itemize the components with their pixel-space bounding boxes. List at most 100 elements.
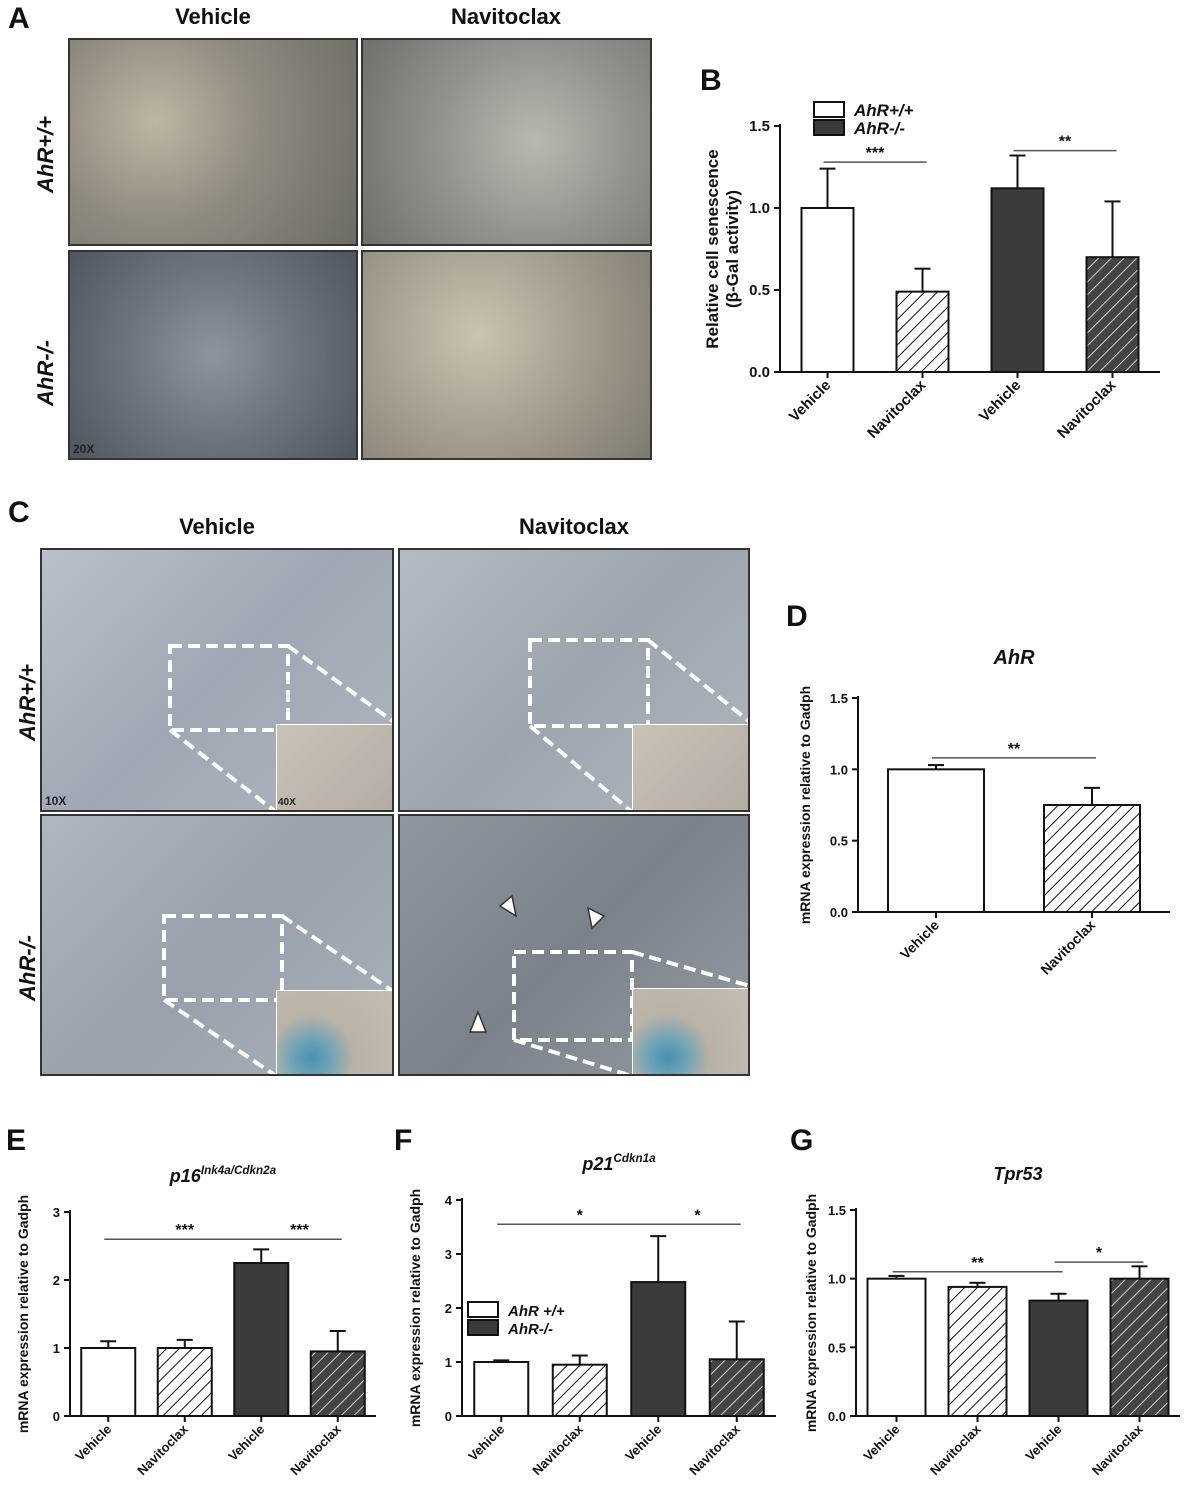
y-tick-label: 0.0 bbox=[749, 364, 770, 381]
y-axis-label: mRNA expression relative to Gadph bbox=[803, 1194, 819, 1432]
x-tick-label: Navitoclax bbox=[864, 376, 930, 442]
y-axis-label: mRNA expression relative to Gadph bbox=[797, 686, 813, 924]
inset-c-ko-navitoclax bbox=[632, 988, 748, 1074]
x-tick-label: Navitoclax bbox=[927, 1421, 984, 1478]
inset-c-ko-vehicle bbox=[276, 990, 392, 1074]
zoom-lines-c-ko-navitoclax bbox=[468, 894, 748, 1074]
bar bbox=[708, 1358, 765, 1418]
y-tick-label: 1.5 bbox=[828, 1203, 846, 1218]
micrograph-a-ko-navitoclax bbox=[361, 250, 652, 460]
y-tick-label: 0.5 bbox=[830, 834, 848, 849]
bar bbox=[156, 1347, 213, 1417]
bar bbox=[1043, 804, 1141, 913]
panel-label-c: C bbox=[8, 496, 30, 529]
panel-a-row-label-ahr-wt: AhR+/+ bbox=[33, 115, 58, 193]
x-tick-label: Vehicle bbox=[622, 1422, 664, 1464]
zoom-lines-c-wt-navitoclax bbox=[528, 638, 748, 810]
significance-label: * bbox=[694, 1207, 701, 1224]
y-tick-label: 1.0 bbox=[830, 762, 848, 777]
y-tick-label: 0.0 bbox=[830, 905, 848, 920]
panel-label-e: E bbox=[6, 1124, 27, 1157]
chart-f-svg: p21Cdkn1a mRNA expression relative to Gad… bbox=[407, 1152, 776, 1478]
y-axis-label: mRNA expression relative to Gadph bbox=[407, 1189, 423, 1427]
chart-g: Tpr53 mRNA expression relative to Gadph 0.… bbox=[796, 1150, 1194, 1490]
legend-swatch bbox=[467, 1301, 499, 1318]
y-tick-label: 1 bbox=[53, 1341, 60, 1356]
y-tick-label: 0.5 bbox=[828, 1340, 846, 1355]
bar bbox=[895, 290, 950, 373]
chart-title: Tpr53 bbox=[993, 1164, 1042, 1184]
significance-label: * bbox=[1096, 1245, 1103, 1262]
bar bbox=[630, 1281, 687, 1417]
significance-label: ** bbox=[1059, 134, 1072, 151]
legend-label: AhR-/- bbox=[853, 119, 905, 138]
chart-d-svg: AhR mRNA expression relative to Gadph 0.0 0… bbox=[797, 647, 1170, 978]
legend-label: AhR+/+ bbox=[853, 101, 914, 120]
y-tick-label: 3 bbox=[53, 1205, 60, 1220]
y-tick-label: 3 bbox=[445, 1247, 452, 1262]
chart-title: p16Ink4a/Cdkn2a bbox=[169, 1164, 277, 1186]
legend-label: AhR +/+ bbox=[507, 1303, 565, 1320]
x-tick-label: Vehicle bbox=[786, 377, 835, 426]
x-tick-label: Vehicle bbox=[1022, 1422, 1064, 1464]
micrograph-a-wt-vehicle bbox=[68, 38, 358, 246]
inset-magnification-label-c: 40X bbox=[278, 797, 296, 808]
zoom-lines-c-wt-vehicle bbox=[168, 644, 392, 810]
micrograph-c-wt-vehicle: 10X 40X bbox=[40, 548, 394, 812]
panel-c-col-title-navitoclax: Navitoclax bbox=[518, 514, 630, 539]
magnification-label-c: 10X bbox=[45, 794, 67, 808]
panel-label-f: F bbox=[394, 1124, 413, 1157]
y-tick-label: 1.0 bbox=[828, 1272, 846, 1287]
x-tick-label: Vehicle bbox=[72, 1422, 114, 1464]
bar bbox=[233, 1262, 290, 1417]
chart-e-svg: p16Ink4a/Cdkn2a mRNA expression relative … bbox=[15, 1164, 376, 1478]
panel-c-col-title-vehicle: Vehicle bbox=[179, 514, 255, 539]
x-tick-label: Navitoclax bbox=[287, 1421, 344, 1478]
x-tick-label: Vehicle bbox=[465, 1422, 507, 1464]
bar bbox=[80, 1347, 137, 1417]
x-tick-label: Vehicle bbox=[897, 917, 943, 963]
bar bbox=[800, 207, 855, 373]
chart-e: p16Ink4a/Cdkn2a mRNA expression relative … bbox=[8, 1150, 392, 1490]
y-tick-label: 2 bbox=[445, 1301, 452, 1316]
y-tick-label: 0.5 bbox=[749, 282, 770, 299]
chart-f: p21Cdkn1a mRNA expression relative to Gad… bbox=[400, 1150, 788, 1490]
chart-title: p21Cdkn1a bbox=[581, 1152, 656, 1174]
y-axis-label: mRNA expression relative to Gadph bbox=[15, 1195, 31, 1433]
x-tick-label: Navitoclax bbox=[1054, 376, 1120, 442]
micrograph-a-wt-navitoclax bbox=[361, 38, 652, 246]
y-tick-label: 1.0 bbox=[749, 200, 770, 217]
significance-label: *** bbox=[866, 145, 885, 162]
bar bbox=[866, 1277, 927, 1417]
legend-label: AhR-/- bbox=[507, 1321, 553, 1338]
bar bbox=[473, 1361, 530, 1417]
chart-b: Relative cell senescence (β-Gal activity)… bbox=[700, 96, 1190, 476]
chart-b-svg: Relative cell senescence (β-Gal activity)… bbox=[703, 101, 1160, 442]
significance-label: ** bbox=[971, 1255, 984, 1272]
inset-c-wt-navitoclax bbox=[632, 724, 748, 810]
y-axis-label: Relative cell senescence bbox=[703, 149, 722, 348]
panel-label-g: G bbox=[790, 1124, 814, 1157]
bar bbox=[947, 1285, 1008, 1417]
bar bbox=[309, 1350, 366, 1417]
x-tick-label: Vehicle bbox=[976, 377, 1025, 426]
arrowhead-marker-3 bbox=[468, 1009, 488, 1033]
bar bbox=[1085, 256, 1140, 373]
y-tick-label: 0.0 bbox=[828, 1409, 846, 1424]
panel-c-row-label-ahr-ko: AhR-/- bbox=[15, 935, 40, 1001]
micrograph-c-ko-vehicle bbox=[40, 814, 394, 1076]
x-tick-label: Vehicle bbox=[860, 1422, 902, 1464]
legend-swatch bbox=[813, 119, 845, 136]
y-tick-label: 0 bbox=[53, 1409, 60, 1424]
panel-label-a: A bbox=[8, 2, 30, 35]
bar bbox=[1028, 1299, 1089, 1417]
zoom-lines-c-ko-vehicle bbox=[162, 914, 392, 1074]
significance-label: ** bbox=[1008, 741, 1021, 758]
x-tick-label: Navitoclax bbox=[529, 1421, 586, 1478]
x-tick-label: Navitoclax bbox=[134, 1421, 191, 1478]
x-tick-label: Navitoclax bbox=[686, 1421, 743, 1478]
significance-label: *** bbox=[175, 1222, 194, 1239]
chart-g-svg: Tpr53 mRNA expression relative to Gadph 0.… bbox=[803, 1164, 1180, 1478]
micrograph-c-ko-navitoclax bbox=[398, 814, 750, 1076]
bar bbox=[887, 768, 985, 913]
